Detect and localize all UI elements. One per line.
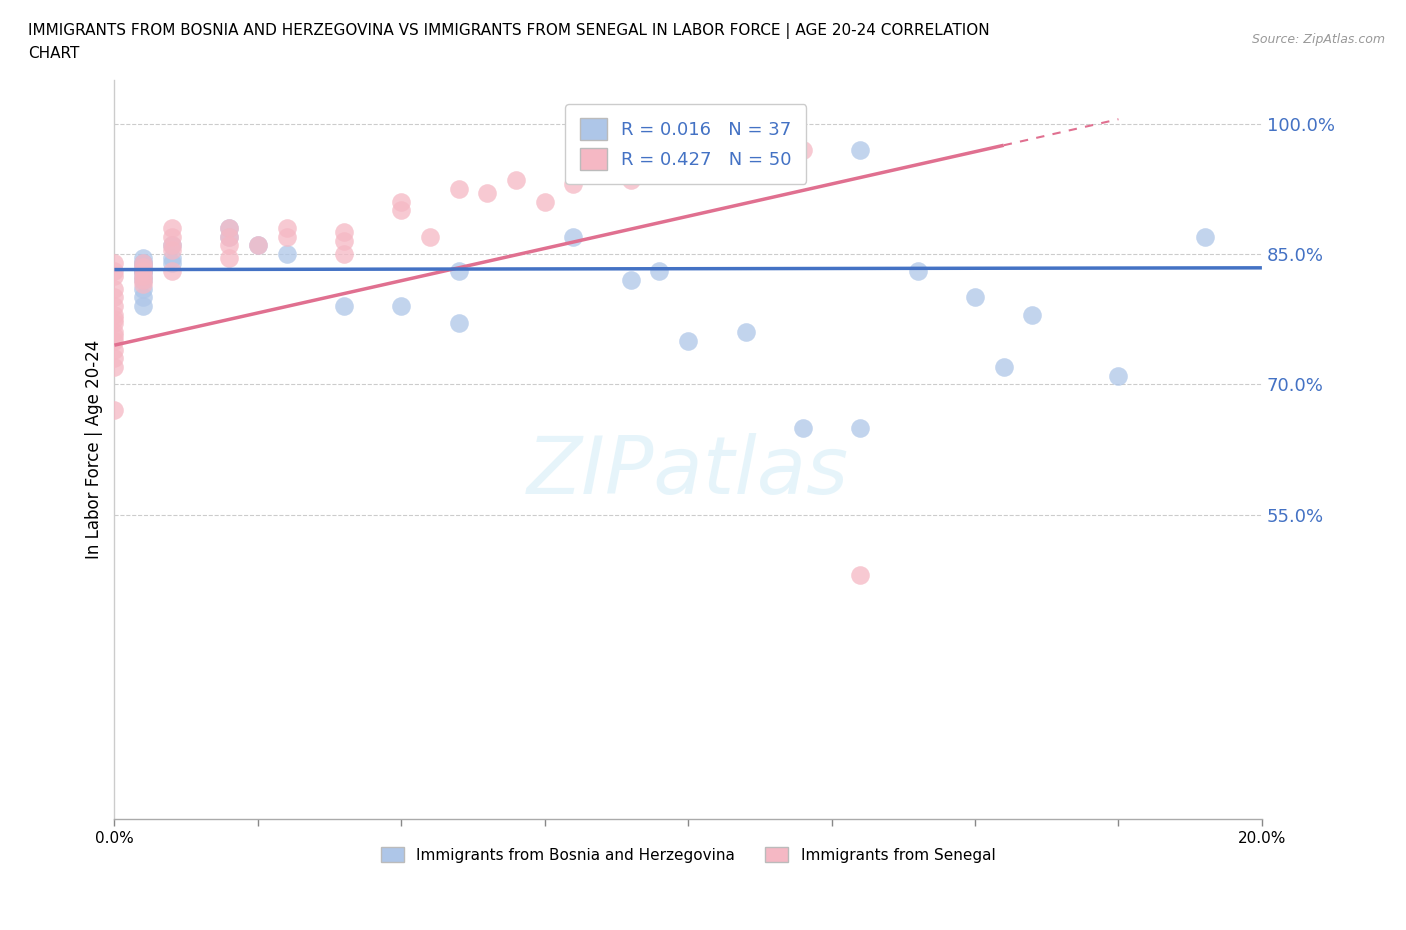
Point <box>103 312 125 326</box>
Text: IMMIGRANTS FROM BOSNIA AND HERZEGOVINA VS IMMIGRANTS FROM SENEGAL IN LABOR FORCE: IMMIGRANTS FROM BOSNIA AND HERZEGOVINA V… <box>28 23 990 39</box>
Point <box>447 264 470 279</box>
Point <box>132 268 155 283</box>
Point <box>132 264 155 279</box>
Y-axis label: In Labor Force | Age 20-24: In Labor Force | Age 20-24 <box>86 339 103 559</box>
Point <box>218 229 240 244</box>
Point <box>246 238 269 253</box>
Point <box>103 403 125 418</box>
Point <box>160 238 183 253</box>
Point <box>218 229 240 244</box>
Point <box>907 264 929 279</box>
Point <box>1021 307 1043 322</box>
Point <box>160 229 183 244</box>
Point <box>620 173 643 188</box>
Point <box>132 264 155 279</box>
Point <box>160 242 183 257</box>
Point <box>103 360 125 375</box>
Point <box>333 233 356 248</box>
Point <box>103 255 125 270</box>
Point <box>103 299 125 313</box>
Point <box>160 220 183 235</box>
Text: Source: ZipAtlas.com: Source: ZipAtlas.com <box>1251 33 1385 46</box>
Point <box>333 299 356 313</box>
Point <box>218 220 240 235</box>
Point <box>676 333 699 348</box>
Point <box>132 255 155 270</box>
Point <box>562 229 585 244</box>
Point <box>103 307 125 322</box>
Point <box>160 255 183 270</box>
Point <box>792 420 814 435</box>
Point <box>218 220 240 235</box>
Point <box>160 251 183 266</box>
Point <box>103 333 125 348</box>
Point <box>132 255 155 270</box>
Point <box>160 264 183 279</box>
Point <box>276 246 298 261</box>
Point <box>132 299 155 313</box>
Point <box>132 264 155 279</box>
Point <box>218 251 240 266</box>
Point <box>103 325 125 339</box>
Point <box>276 220 298 235</box>
Point <box>333 246 356 261</box>
Point <box>276 229 298 244</box>
Point <box>1107 368 1129 383</box>
Point <box>734 325 756 339</box>
Point <box>562 177 585 192</box>
Point <box>132 281 155 296</box>
Point <box>218 238 240 253</box>
Point <box>246 238 269 253</box>
Point <box>132 255 155 270</box>
Point <box>103 281 125 296</box>
Point <box>734 134 756 149</box>
Point <box>132 259 155 274</box>
Point <box>533 194 555 209</box>
Point <box>132 251 155 266</box>
Point <box>849 420 872 435</box>
Point <box>132 290 155 305</box>
Text: ZIPatlas: ZIPatlas <box>527 432 849 511</box>
Point <box>620 272 643 287</box>
Point <box>389 194 412 209</box>
Point <box>132 272 155 287</box>
Point <box>447 316 470 331</box>
Point <box>103 268 125 283</box>
Point <box>132 259 155 274</box>
Point <box>676 164 699 179</box>
Point <box>505 173 527 188</box>
Point <box>103 329 125 344</box>
Point <box>132 272 155 287</box>
Point <box>849 568 872 583</box>
Text: CHART: CHART <box>28 46 80 61</box>
Point <box>103 290 125 305</box>
Point <box>849 142 872 157</box>
Point <box>160 238 183 253</box>
Point <box>132 277 155 292</box>
Point <box>389 203 412 218</box>
Point <box>132 268 155 283</box>
Legend: Immigrants from Bosnia and Herzegovina, Immigrants from Senegal: Immigrants from Bosnia and Herzegovina, … <box>373 839 1002 870</box>
Point <box>963 290 986 305</box>
Point <box>103 342 125 357</box>
Point <box>419 229 441 244</box>
Point <box>648 264 671 279</box>
Point <box>103 316 125 331</box>
Point <box>103 351 125 365</box>
Point <box>792 142 814 157</box>
Point <box>389 299 412 313</box>
Point <box>477 186 499 201</box>
Point <box>132 264 155 279</box>
Point <box>447 181 470 196</box>
Point <box>993 360 1015 375</box>
Point <box>103 264 125 279</box>
Point <box>1194 229 1216 244</box>
Point <box>333 225 356 240</box>
